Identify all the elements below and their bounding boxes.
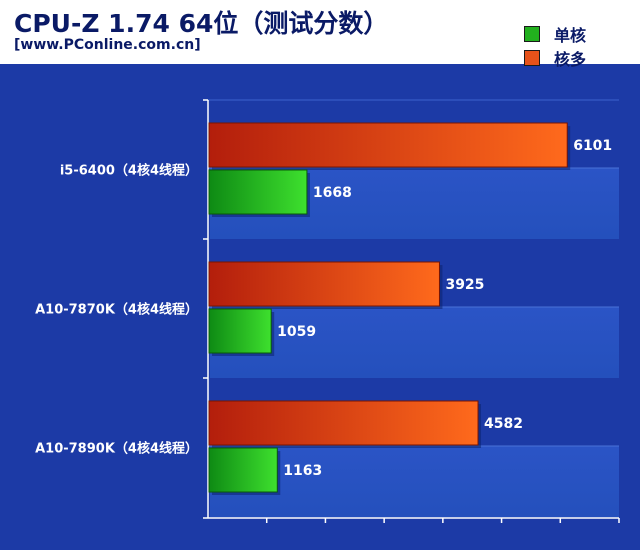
legend-swatch-multi-core xyxy=(524,50,540,66)
legend-item-single-core: 单核 xyxy=(524,24,587,45)
bar-single-core xyxy=(208,447,278,493)
chart-title: CPU-Z 1.74 64位（测试分数） xyxy=(14,9,389,38)
category-label: A10-7870K（4核4线程） xyxy=(35,302,198,318)
plot-band xyxy=(210,307,619,378)
data-label-single-core: 1059 xyxy=(277,324,316,340)
data-label-multi-core: 4582 xyxy=(484,416,523,432)
data-label-single-core: 1163 xyxy=(283,463,322,479)
bar-single-core xyxy=(208,169,308,215)
bar-single-core xyxy=(208,308,272,354)
legend-item-multi-core: 核多 xyxy=(524,48,587,69)
data-label-multi-core: 6101 xyxy=(573,138,612,154)
legend-label-single-core: 单核 xyxy=(554,26,587,45)
chart-subtitle: [www.PConline.com.cn] xyxy=(14,37,201,53)
category-label: i5-6400（4核4线程） xyxy=(60,163,198,179)
data-label-single-core: 1668 xyxy=(313,185,352,201)
bar-multi-core xyxy=(208,122,568,168)
bar-multi-core xyxy=(208,261,440,307)
bar-multi-core xyxy=(208,400,479,446)
data-label-multi-core: 3925 xyxy=(445,277,484,293)
legend-label-multi-core: 核多 xyxy=(554,50,587,69)
category-label: A10-7890K（4核4线程） xyxy=(35,441,198,457)
legend-swatch-single-core xyxy=(524,26,540,42)
